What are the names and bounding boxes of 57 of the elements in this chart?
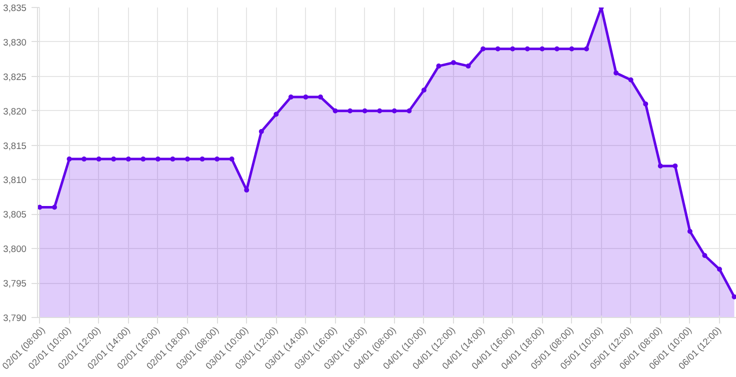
point xyxy=(554,46,560,52)
point xyxy=(229,156,234,162)
y-tick-label: 3,795 xyxy=(3,278,26,289)
point xyxy=(155,156,160,162)
y-tick-label: 3,805 xyxy=(3,210,26,220)
point xyxy=(140,156,146,162)
point xyxy=(377,108,382,114)
point xyxy=(480,46,486,52)
y-tick-label: 3,810 xyxy=(3,175,26,186)
point xyxy=(288,94,294,100)
y-tick-label: 3,815 xyxy=(3,140,26,151)
point xyxy=(348,108,353,114)
point xyxy=(258,129,264,134)
point xyxy=(628,77,634,82)
point xyxy=(717,266,722,272)
y-tick-label: 3,820 xyxy=(3,106,26,116)
point xyxy=(569,46,574,52)
point xyxy=(687,228,692,234)
point xyxy=(672,163,678,168)
y-tick-label: 3,800 xyxy=(3,244,26,254)
point xyxy=(421,88,426,93)
point xyxy=(184,156,190,162)
point xyxy=(332,108,338,114)
point xyxy=(200,156,205,162)
point xyxy=(38,204,42,210)
point xyxy=(82,156,87,162)
point xyxy=(274,112,279,117)
point xyxy=(540,46,545,52)
y-tick-label: 3,830 xyxy=(3,37,26,48)
point xyxy=(524,46,530,52)
point xyxy=(111,156,116,162)
point xyxy=(96,156,102,162)
point xyxy=(702,253,708,258)
point xyxy=(510,46,516,52)
point xyxy=(658,163,663,168)
point xyxy=(643,101,648,106)
point xyxy=(406,108,412,114)
point xyxy=(732,294,736,300)
point xyxy=(495,46,500,52)
point xyxy=(303,94,308,100)
point xyxy=(362,108,368,114)
point xyxy=(170,156,176,162)
y-tick-label: 3,790 xyxy=(3,313,26,323)
point xyxy=(244,188,250,193)
y-tick-label: 3,835 xyxy=(3,3,26,13)
point xyxy=(52,204,57,210)
point xyxy=(66,156,72,162)
point xyxy=(392,108,397,114)
point xyxy=(584,46,590,52)
point xyxy=(466,64,471,69)
point xyxy=(614,70,619,76)
point xyxy=(451,60,456,66)
point xyxy=(214,156,220,162)
point xyxy=(318,94,323,100)
point xyxy=(436,64,442,69)
y-tick-label: 3,825 xyxy=(3,72,26,82)
point xyxy=(126,156,131,162)
